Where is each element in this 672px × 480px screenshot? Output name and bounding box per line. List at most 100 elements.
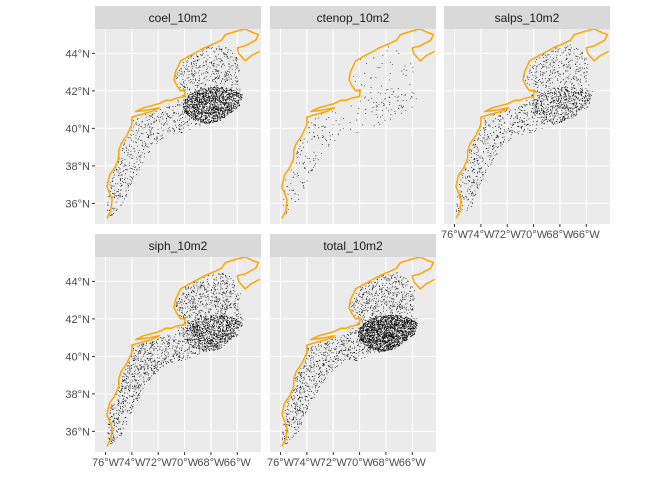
sample-point <box>219 336 221 338</box>
sample-point <box>561 88 563 90</box>
sample-point <box>382 110 384 112</box>
sample-point <box>568 53 570 54</box>
sample-point <box>117 417 119 419</box>
sample-point <box>183 327 185 329</box>
sample-point <box>553 64 555 66</box>
sample-point <box>139 156 141 158</box>
sample-point <box>576 66 578 68</box>
sample-point <box>192 285 194 287</box>
sample-point <box>195 63 197 65</box>
sample-point <box>405 75 407 77</box>
sample-point <box>185 99 187 101</box>
sample-point <box>220 87 222 88</box>
sample-point <box>203 277 205 278</box>
sample-point <box>232 99 234 101</box>
sample-point <box>546 117 547 118</box>
sample-point <box>328 131 330 133</box>
sample-point <box>206 327 208 328</box>
sample-point <box>579 87 581 89</box>
sample-point <box>125 195 127 197</box>
sample-point <box>568 65 570 67</box>
sample-point <box>386 50 388 52</box>
sample-point <box>225 106 227 108</box>
sample-point <box>201 114 203 116</box>
sample-point <box>216 106 218 108</box>
sample-point <box>221 72 223 74</box>
sample-point <box>543 57 545 58</box>
sample-point <box>226 306 228 308</box>
sample-point <box>540 96 542 98</box>
sample-point <box>191 106 193 108</box>
sample-point <box>560 89 561 91</box>
sample-point <box>132 376 133 378</box>
sample-point <box>200 121 202 123</box>
sample-point <box>220 113 222 115</box>
sample-point <box>569 110 571 112</box>
sample-point <box>176 105 178 107</box>
sample-point <box>197 67 199 69</box>
sample-point <box>192 352 194 354</box>
sample-point <box>213 88 215 90</box>
sample-point <box>549 83 551 84</box>
sample-point <box>231 92 232 94</box>
sample-point <box>212 92 214 94</box>
sample-point <box>546 67 548 69</box>
sample-point <box>192 303 194 305</box>
sample-point <box>402 73 404 75</box>
sample-point <box>196 56 198 57</box>
sample-point <box>121 162 123 164</box>
sample-point <box>540 100 542 102</box>
sample-point <box>544 113 545 115</box>
sample-point <box>534 111 536 113</box>
sample-point <box>215 121 217 123</box>
sample-point <box>575 114 577 116</box>
sample-point <box>209 107 211 109</box>
sample-point <box>492 114 494 116</box>
sample-point <box>207 98 209 100</box>
sample-point <box>221 109 223 111</box>
sample-point <box>571 88 573 90</box>
sample-point <box>548 92 549 94</box>
sample-point <box>230 78 232 80</box>
sample-point <box>184 79 186 81</box>
sample-point <box>190 92 192 93</box>
sample-point <box>187 100 189 102</box>
sample-point <box>123 144 125 146</box>
sample-point <box>229 93 231 94</box>
sample-point <box>230 89 232 90</box>
sample-point <box>388 46 390 48</box>
sample-point <box>575 95 577 97</box>
sample-point <box>566 66 568 68</box>
sample-point <box>211 95 213 97</box>
sample-point <box>179 104 181 106</box>
sample-point <box>196 332 197 334</box>
sample-point <box>563 105 565 107</box>
sample-point <box>586 80 588 82</box>
sample-point <box>566 57 568 59</box>
sample-point <box>132 393 134 395</box>
sample-point <box>212 116 214 118</box>
sample-point <box>570 47 572 49</box>
sample-point <box>221 88 223 90</box>
sample-point <box>138 169 140 171</box>
sample-point <box>218 104 220 106</box>
sample-point <box>208 115 210 117</box>
sample-point <box>209 85 211 87</box>
sample-point <box>153 348 155 350</box>
sample-point <box>117 171 119 173</box>
sample-point <box>148 365 150 367</box>
sample-point <box>544 115 546 117</box>
sample-point <box>122 201 124 203</box>
sample-point <box>224 283 226 285</box>
sample-point <box>200 281 202 283</box>
sample-point <box>198 59 200 61</box>
sample-point <box>390 113 392 115</box>
sample-point <box>478 162 480 164</box>
sample-point <box>224 111 226 113</box>
sample-point <box>534 107 536 109</box>
sample-point <box>200 114 202 116</box>
sample-point <box>474 190 476 192</box>
sample-point <box>113 213 115 214</box>
sample-point <box>199 75 200 77</box>
sample-point <box>533 99 535 101</box>
